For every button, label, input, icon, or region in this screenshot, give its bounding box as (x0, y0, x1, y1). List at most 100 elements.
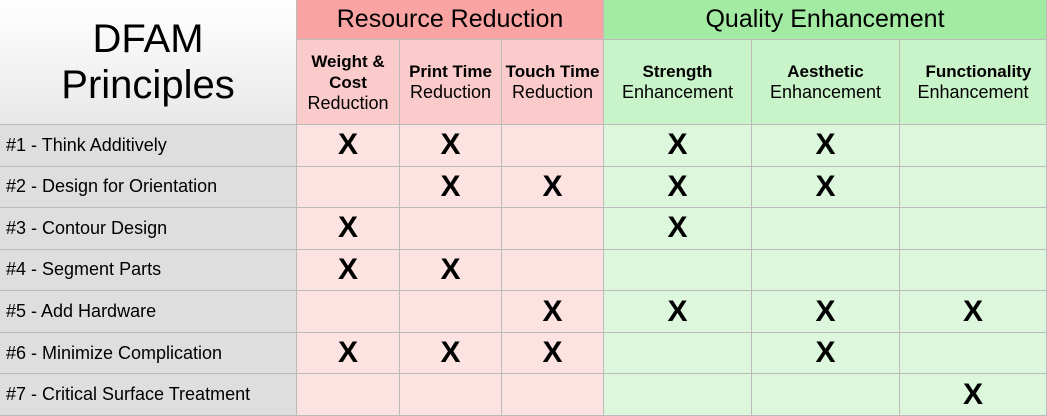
row-label-text: #6 - Minimize Complication (6, 342, 223, 363)
cell (400, 374, 502, 416)
check-mark: X (815, 128, 836, 162)
check-mark: X (815, 169, 836, 203)
cell: X (400, 249, 502, 292)
cell (502, 208, 604, 250)
group-label: Quality Enhancement (705, 5, 945, 33)
check-mark: X (962, 294, 983, 328)
column-header: Strength Enhancement (604, 40, 752, 125)
check-mark: X (337, 211, 358, 245)
cell: X (604, 291, 752, 333)
cell (752, 208, 900, 250)
column-bold: Functionality (925, 62, 1032, 81)
row-label: #2 - Design for Orientation (0, 166, 297, 209)
cell: X (752, 332, 900, 375)
cell (900, 125, 1047, 167)
check-mark: X (440, 336, 461, 370)
title-line: DFAM (92, 17, 204, 61)
column-normal: Enhancement (621, 82, 734, 102)
check-mark: X (667, 211, 688, 245)
column-header: Functionality Enhancement (900, 40, 1047, 125)
cell: X (297, 249, 400, 292)
cell (604, 374, 752, 416)
check-mark: X (815, 294, 836, 328)
column-header: Print Time Reduction (400, 40, 502, 125)
cell (604, 332, 752, 375)
column-normal: Reduction (511, 82, 594, 102)
cell: X (900, 291, 1047, 333)
cell (752, 249, 900, 292)
row-label: #3 - Contour Design (0, 208, 297, 250)
row-label: #6 - Minimize Complication (0, 332, 297, 375)
cell: X (752, 166, 900, 209)
cell: X (604, 166, 752, 209)
cell: X (400, 166, 502, 209)
column-bold: Weight & Cost (311, 51, 385, 92)
cell: X (297, 208, 400, 250)
row-label: #4 - Segment Parts (0, 249, 297, 292)
check-mark: X (542, 169, 563, 203)
cell (502, 374, 604, 416)
cell: X (604, 125, 752, 167)
column-header: Touch Time Reduction (502, 40, 604, 125)
row-label: #7 - Critical Surface Treatment (0, 374, 297, 416)
cell: X (400, 125, 502, 167)
cell: X (752, 125, 900, 167)
check-mark: X (542, 336, 563, 370)
row-label: #5 - Add Hardware (0, 291, 297, 333)
group-label: Resource Reduction (336, 5, 564, 33)
cell: X (900, 374, 1047, 416)
cell (297, 374, 400, 416)
cell: X (297, 125, 400, 167)
cell (297, 291, 400, 333)
column-bold: Strength (642, 62, 713, 81)
column-normal: Enhancement (917, 82, 1029, 102)
check-mark: X (667, 128, 688, 162)
header-title: DFAM Principles (0, 0, 297, 125)
column-bold: Aesthetic (787, 62, 864, 81)
check-mark: X (440, 128, 461, 162)
column-normal: Reduction (409, 82, 492, 102)
cell: X (297, 332, 400, 375)
check-mark: X (667, 294, 688, 328)
cell: X (502, 332, 604, 375)
check-mark: X (337, 252, 358, 286)
cell: X (400, 332, 502, 375)
column-normal: Reduction (307, 92, 389, 113)
row-label-text: #2 - Design for Orientation (6, 176, 218, 197)
cell (297, 166, 400, 209)
check-mark: X (667, 169, 688, 203)
row-label-text: #4 - Segment Parts (6, 259, 162, 280)
check-mark: X (440, 252, 461, 286)
check-mark: X (542, 294, 563, 328)
column-header: Weight & Cost Reduction (297, 40, 400, 125)
check-mark: X (337, 336, 358, 370)
cell (502, 125, 604, 167)
cell (752, 374, 900, 416)
row-label: #1 - Think Additively (0, 125, 297, 167)
column-bold: Print Time (409, 62, 492, 81)
cell: X (752, 291, 900, 333)
check-mark: X (440, 169, 461, 203)
cell (900, 249, 1047, 292)
row-label-text: #3 - Contour Design (6, 217, 168, 238)
check-mark: X (815, 336, 836, 370)
row-label-text: #1 - Think Additively (6, 134, 167, 155)
row-label-text: #7 - Critical Surface Treatment (6, 384, 251, 405)
group-header: Quality Enhancement (604, 0, 1047, 40)
cell (604, 249, 752, 292)
column-bold: Touch Time (505, 62, 600, 81)
cell: X (604, 208, 752, 250)
cell: X (502, 291, 604, 333)
group-header: Resource Reduction (297, 0, 604, 40)
check-mark: X (962, 377, 983, 411)
cell: X (502, 166, 604, 209)
cell (400, 208, 502, 250)
cell (900, 208, 1047, 250)
row-label-text: #5 - Add Hardware (6, 301, 157, 322)
check-mark: X (337, 128, 358, 162)
cell (400, 291, 502, 333)
column-header: Aesthetic Enhancement (752, 40, 900, 125)
cell (900, 332, 1047, 375)
column-normal: Enhancement (769, 82, 882, 102)
